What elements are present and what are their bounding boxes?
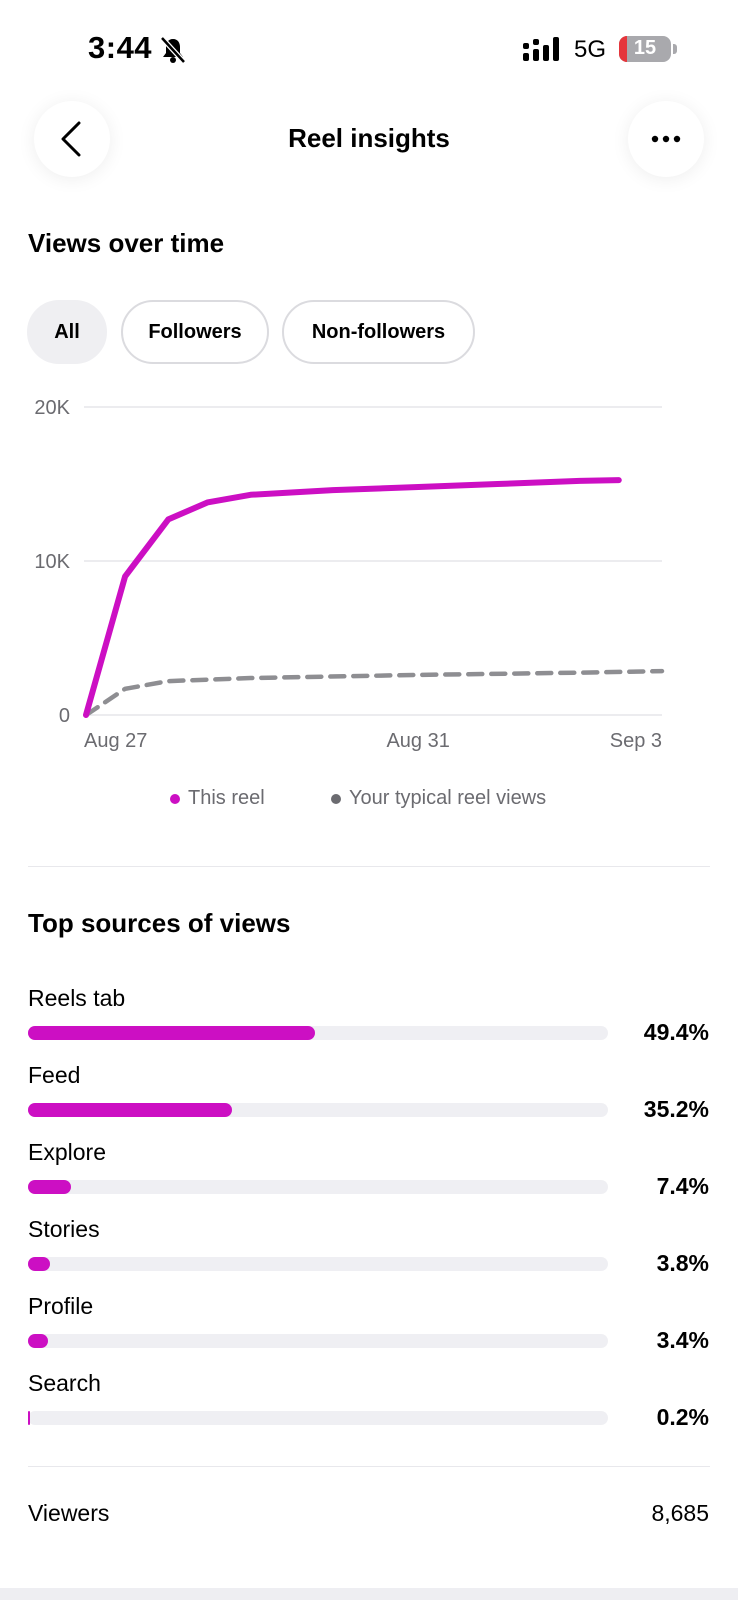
source-label: Feed bbox=[28, 1062, 81, 1088]
top-sources-title: Top sources of views bbox=[28, 908, 291, 938]
divider bbox=[28, 866, 710, 867]
battery-icon: 15 bbox=[619, 36, 671, 62]
bell-slash-icon bbox=[160, 36, 186, 64]
chevron-left-icon bbox=[61, 121, 81, 157]
battery-percent: 15 bbox=[633, 37, 657, 59]
filter-all[interactable]: All bbox=[27, 300, 107, 364]
legend-dot bbox=[331, 793, 341, 804]
series-line-this-reel bbox=[83, 477, 622, 718]
battery-cap bbox=[673, 44, 677, 54]
source-bar-fill bbox=[28, 1026, 315, 1040]
source-label: Explore bbox=[28, 1139, 106, 1165]
signal-icon bbox=[523, 37, 559, 61]
views-line-chart: 20K 10K 0 Aug 27 Aug 31 Sep 3 bbox=[34, 397, 665, 752]
filter-non-followers[interactable]: Non-followers bbox=[282, 300, 475, 364]
source-label: Reels tab bbox=[28, 985, 126, 1011]
source-percent: 49.4% bbox=[643, 1019, 709, 1045]
source-bar-fill bbox=[28, 1103, 233, 1117]
y-tick-label: 0 bbox=[59, 705, 70, 727]
page-title: Reel insights bbox=[288, 123, 450, 153]
views-over-time-title: Views over time bbox=[28, 228, 225, 258]
legend-label: This reel bbox=[188, 787, 265, 809]
y-tick-label: 10K bbox=[34, 551, 70, 573]
source-bar-track bbox=[28, 1257, 608, 1271]
back-button[interactable] bbox=[34, 101, 110, 177]
legend-label: Your typical reel views bbox=[349, 787, 547, 809]
source-bar-track bbox=[28, 1411, 608, 1425]
viewers-label: Viewers bbox=[28, 1500, 110, 1526]
legend-dot bbox=[170, 793, 180, 804]
source-percent: 0.2% bbox=[656, 1404, 709, 1430]
source-percent: 3.4% bbox=[656, 1327, 709, 1353]
source-bar-fill bbox=[28, 1180, 71, 1194]
source-bar-track bbox=[28, 1334, 608, 1348]
source-percent: 35.2% bbox=[643, 1096, 709, 1122]
series-line-typical-views bbox=[83, 668, 665, 718]
more-options-button[interactable] bbox=[628, 101, 704, 177]
legend-this-reel: This reel bbox=[170, 787, 265, 810]
source-label: Stories bbox=[28, 1216, 100, 1242]
battery-level bbox=[619, 36, 627, 62]
bottom-strip bbox=[0, 1588, 738, 1600]
legend-typical-views: Your typical reel views bbox=[331, 787, 546, 810]
source-percent: 7.4% bbox=[656, 1173, 709, 1199]
source-bar-track bbox=[28, 1103, 608, 1117]
ellipsis-icon bbox=[651, 135, 681, 143]
x-tick-label: Aug 27 bbox=[84, 730, 147, 752]
source-label: Search bbox=[28, 1370, 101, 1396]
source-bar-fill bbox=[28, 1257, 51, 1271]
source-bar-track bbox=[28, 1026, 608, 1040]
status-time: 3:44 bbox=[88, 30, 153, 65]
network-type: 5G bbox=[574, 36, 607, 63]
divider bbox=[28, 1466, 710, 1467]
source-bar-fill bbox=[28, 1334, 48, 1348]
x-tick-label: Sep 3 bbox=[610, 730, 662, 752]
viewers-value: 8,685 bbox=[651, 1500, 709, 1526]
source-label: Profile bbox=[28, 1293, 94, 1319]
filter-followers[interactable]: Followers bbox=[121, 300, 269, 364]
x-tick-label: Aug 31 bbox=[386, 730, 449, 752]
source-bar-fill bbox=[28, 1411, 30, 1425]
source-bar-track bbox=[28, 1180, 608, 1194]
source-percent: 3.8% bbox=[656, 1250, 709, 1276]
y-tick-label: 20K bbox=[34, 397, 70, 419]
